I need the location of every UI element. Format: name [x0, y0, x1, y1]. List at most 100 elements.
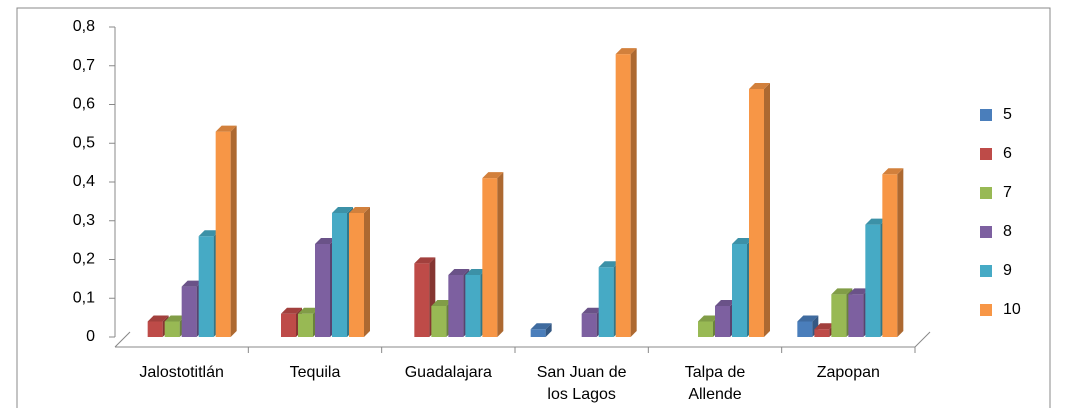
x-tick-label: Guadalajara: [404, 364, 492, 381]
bar-top: [749, 83, 770, 89]
y-tick-label: 0,1: [73, 289, 95, 306]
bar-top: [298, 307, 319, 314]
bar-top: [147, 315, 169, 322]
bar-side: [364, 207, 370, 337]
bar-top: [831, 288, 853, 295]
bar-top: [448, 269, 470, 275]
bar-front: [865, 224, 881, 337]
bar-front: [332, 213, 347, 337]
legend-label: 10: [1003, 301, 1021, 318]
legend-swatch: [980, 148, 992, 160]
bar-front: [715, 306, 730, 337]
bar-side: [545, 323, 552, 337]
bar-top: [882, 168, 904, 175]
bar-top: [581, 307, 603, 314]
legend-label: 9: [1003, 262, 1012, 279]
legend-swatch: [980, 304, 992, 316]
bar-top: [332, 207, 353, 213]
bar-top: [848, 288, 870, 295]
bar-top: [797, 315, 819, 322]
floor-edge: [914, 331, 931, 348]
bar-side: [497, 172, 504, 337]
bar-front: [414, 263, 430, 337]
bar-side: [897, 168, 904, 337]
bar-front: [581, 313, 597, 337]
bar-front: [215, 131, 231, 337]
y-tick-label: 0,3: [73, 212, 95, 229]
bar-front: [848, 294, 864, 337]
bar-front: [465, 275, 481, 337]
bar: [414, 257, 436, 337]
bar-top: [414, 257, 436, 264]
bar-front: [281, 313, 296, 337]
x-tick-label: San Juan de los Lagos: [536, 364, 627, 403]
y-tick-label: 0: [86, 328, 95, 345]
bar-top: [615, 48, 637, 55]
bar-front: [797, 321, 813, 337]
bar-front: [749, 89, 764, 337]
bar-front: [814, 329, 830, 337]
bar-top: [198, 230, 220, 237]
bar-top: [465, 269, 487, 275]
bar-front: [147, 321, 163, 337]
bar-side: [630, 48, 637, 337]
chart-border: [16, 7, 1051, 408]
bar-top: [732, 238, 753, 244]
bar: [882, 168, 904, 337]
legend-swatch: [980, 226, 992, 238]
legend-label: 8: [1003, 223, 1012, 240]
bar-top: [598, 261, 620, 268]
bar-top: [164, 315, 186, 322]
bar-side: [764, 83, 770, 337]
bar-top: [315, 238, 336, 244]
bar-front: [882, 174, 898, 337]
legend-swatch: [980, 187, 992, 199]
legend-swatch: [980, 265, 992, 277]
bar: [530, 323, 552, 337]
bar-front: [164, 321, 180, 337]
bar-side: [230, 125, 237, 337]
bar-top: [281, 307, 302, 314]
y-tick-label: 0,8: [73, 18, 95, 35]
bar: [482, 172, 504, 337]
y-tick-label: 0,7: [73, 57, 95, 74]
bar-top: [698, 315, 719, 322]
bar: [215, 125, 237, 337]
x-tick-label: Tequila: [289, 364, 341, 381]
bar-front: [448, 275, 464, 337]
bar: [349, 207, 370, 337]
bar-front: [298, 313, 313, 337]
bar-front: [181, 286, 197, 337]
bar-top: [482, 172, 504, 179]
bar: [749, 83, 770, 337]
bar-front: [482, 178, 498, 337]
bar-front: [315, 244, 330, 337]
bar-top: [181, 280, 203, 287]
bar-top: [865, 218, 887, 225]
bar-front: [431, 306, 447, 337]
bar-top: [215, 125, 237, 132]
legend-label: 6: [1003, 145, 1012, 162]
bar-front: [598, 267, 614, 337]
bar-front: [831, 294, 847, 337]
legend-label: 5: [1003, 106, 1012, 123]
bar-top: [715, 300, 736, 306]
x-tick-label: Zapopan: [816, 364, 880, 381]
legend-swatch: [980, 109, 992, 121]
y-tick-label: 0,4: [73, 173, 95, 190]
bar-front: [198, 236, 214, 337]
bar-top: [530, 323, 552, 330]
y-tick-label: 0,6: [73, 96, 95, 113]
x-tick-label: Talpa de Allende: [684, 364, 746, 403]
y-tick-label: 0,2: [73, 251, 95, 268]
x-tick-label: Jalostotitlán: [139, 364, 224, 381]
bar-top: [814, 323, 836, 330]
floor-edge: [114, 331, 131, 348]
bar-front: [349, 213, 364, 337]
bar: [831, 288, 853, 337]
bar-front: [615, 54, 631, 337]
bar-front: [732, 244, 747, 337]
y-tick-label: 0,5: [73, 134, 95, 151]
